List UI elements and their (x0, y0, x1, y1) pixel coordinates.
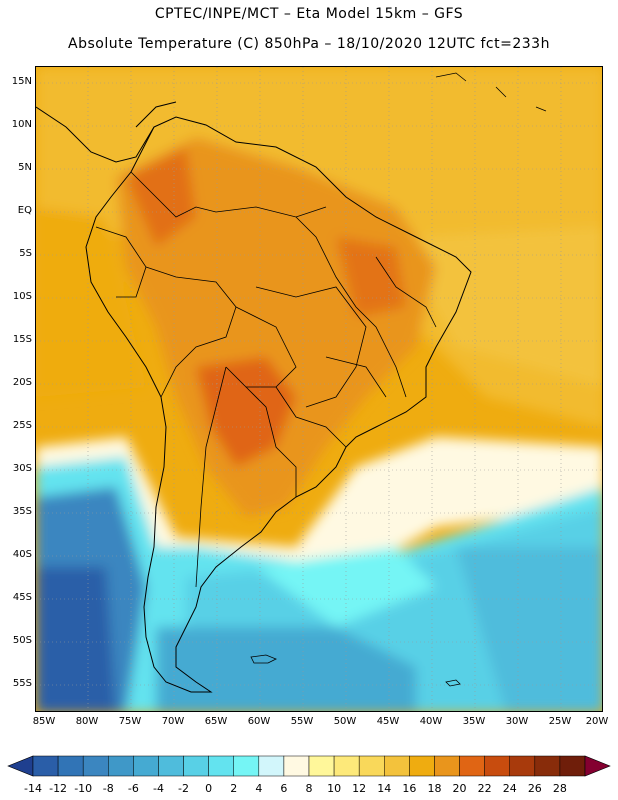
colorbar-swatch (283, 755, 310, 777)
lat-label: 15N (11, 76, 32, 87)
colorbar-swatch (208, 755, 234, 777)
temperature-map (35, 66, 603, 712)
colorbar-tick-label: -6 (127, 782, 139, 795)
colorbar-tick-label: 10 (327, 782, 342, 795)
colorbar-tick-label: -10 (74, 782, 93, 795)
colorbar-swatch (108, 755, 134, 777)
colorbar-swatch (57, 755, 84, 777)
lon-label: 45W (376, 716, 400, 727)
colorbar-swatch (459, 755, 485, 777)
colorbar-tick-label: 8 (305, 782, 313, 795)
colorbar-swatch (233, 755, 260, 777)
lat-label: 10S (12, 291, 32, 302)
field-pacific-coldest (36, 567, 116, 711)
lon-label: 85W (32, 716, 56, 727)
lat-label: 40S (12, 549, 32, 560)
colorbar-swatch (384, 755, 410, 777)
lat-label: 55S (12, 678, 32, 689)
lon-label: 70W (161, 716, 185, 727)
lat-label: 20S (12, 377, 32, 388)
lon-label: 75W (118, 716, 142, 727)
map-canvas (36, 67, 602, 711)
colorbar-tick-label: 2 (230, 782, 238, 795)
colorbar-tick-label: 18 (427, 782, 442, 795)
colorbar-swatch (308, 755, 335, 777)
colorbar-swatch (82, 755, 109, 777)
colorbar-tick-label: 22 (477, 782, 492, 795)
colorbar-swatch (509, 755, 536, 777)
lat-label: 30S (12, 463, 32, 474)
map-title-line1: CPTEC/INPE/MCT – Eta Model 15km – GFS (154, 6, 464, 22)
colorbar-swatch (183, 755, 209, 777)
field-east-atlantic-blue (456, 547, 602, 711)
lon-label: 25W (548, 716, 572, 727)
lat-label: 10N (11, 119, 32, 130)
lat-label: 15S (12, 334, 32, 345)
field-south-atlantic-blue (156, 627, 416, 711)
field-tropical-atlantic (396, 227, 602, 387)
lon-label: 35W (462, 716, 486, 727)
colorbar-tick-label: -2 (178, 782, 190, 795)
lat-label: 50S (12, 635, 32, 646)
coastline-south-america (85, 116, 472, 693)
colorbar-tick-label: -4 (152, 782, 164, 795)
lon-label: 60W (247, 716, 271, 727)
colorbar-swatch (409, 755, 435, 777)
colorbar-tick-label: 12 (352, 782, 367, 795)
field-pacific-tropical (36, 207, 146, 397)
colorbar-tick-label: 24 (502, 782, 517, 795)
lat-label: 5S (19, 248, 32, 259)
lon-label: 20W (585, 716, 609, 727)
colorbar-swatch (32, 755, 59, 777)
colorbar-tick-label: -14 (24, 782, 42, 795)
lon-label: 55W (290, 716, 314, 727)
colorbar-tick-label: 26 (527, 782, 542, 795)
triangle-right-icon (584, 755, 611, 777)
colorbar-swatch (434, 755, 460, 777)
central-america-coast (36, 101, 177, 163)
colorbar-tick-label: 16 (402, 782, 417, 795)
colorbar-swatch (158, 755, 184, 777)
colorbar-tick-label: 28 (552, 782, 567, 795)
colorbar-tick-label: 6 (280, 782, 288, 795)
colorbar-swatch (484, 755, 510, 777)
colorbar-tick-label: 20 (452, 782, 467, 795)
lon-label: 80W (75, 716, 99, 727)
colorbar-swatch (559, 755, 586, 777)
country-borders (95, 171, 437, 588)
field-nordeste-hot (336, 237, 406, 317)
colorbar-swatch (534, 755, 561, 777)
lat-label: 35S (12, 506, 32, 517)
lat-label: 25S (12, 420, 32, 431)
map-title-line2: Absolute Temperature (C) 850hPa – 18/10/… (68, 36, 550, 52)
lon-label: 40W (419, 716, 443, 727)
falkland-islands (250, 654, 277, 664)
colorbar-swatch (333, 755, 360, 777)
colorbar-tick-label: -8 (102, 782, 114, 795)
colorbar-swatch (358, 755, 385, 777)
colorbar-tick-label: 14 (377, 782, 392, 795)
caribbean-islands (435, 72, 547, 112)
lat-label: 45S (12, 592, 32, 603)
small-island-atlantic (445, 679, 461, 687)
colorbar-swatch (133, 755, 159, 777)
map-gridlines (36, 67, 602, 711)
colorbar-tick-label: 4 (255, 782, 263, 795)
lat-label: 5N (18, 162, 32, 173)
colorbar-tick-label: -12 (49, 782, 68, 795)
temperature-colorbar (7, 755, 611, 777)
lon-label: 65W (204, 716, 228, 727)
field-amazon-hot (126, 147, 196, 247)
lon-label: 30W (505, 716, 529, 727)
field-hot-core (196, 357, 296, 467)
lat-label: EQ (17, 205, 32, 216)
lon-label: 50W (333, 716, 357, 727)
triangle-left-icon (7, 755, 34, 777)
colorbar-swatch (258, 755, 285, 777)
colorbar-tick-label: 0 (205, 782, 213, 795)
